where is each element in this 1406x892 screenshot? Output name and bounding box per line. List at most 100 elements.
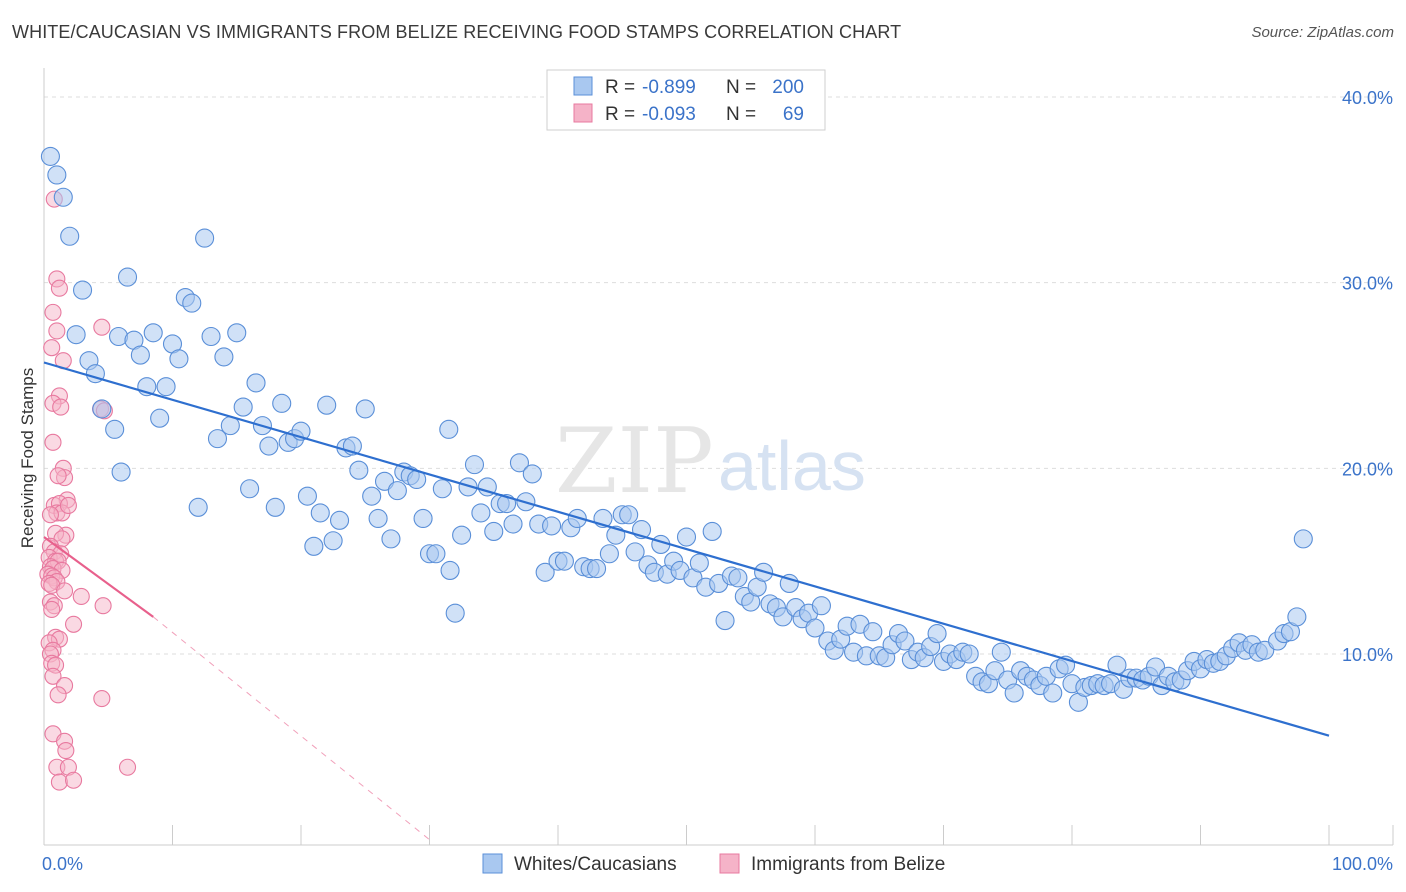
point-white-61 bbox=[432, 479, 452, 499]
point-white-148 bbox=[991, 642, 1011, 662]
point-white-73 bbox=[509, 453, 530, 473]
point-white-195 bbox=[440, 560, 460, 581]
point-white-156 bbox=[1043, 683, 1063, 703]
legend-swatch-pink bbox=[573, 103, 593, 123]
chart-source: Source: ZipAtlas.com bbox=[1251, 24, 1394, 41]
point-white-36 bbox=[272, 393, 292, 413]
point-white-80 bbox=[554, 551, 574, 571]
point-white-35 bbox=[265, 497, 285, 517]
point-white-10 bbox=[111, 462, 131, 482]
point-white-63 bbox=[445, 603, 465, 623]
point-white-26 bbox=[207, 429, 228, 449]
legend-n-label-pink: N = bbox=[726, 104, 756, 125]
point-belize-47 bbox=[43, 600, 61, 618]
point-belize-10 bbox=[93, 318, 111, 336]
point-white-42 bbox=[310, 503, 330, 523]
point-white-114 bbox=[773, 607, 793, 627]
point-belize-6 bbox=[43, 339, 61, 357]
point-white-72 bbox=[503, 514, 523, 534]
point-white-69 bbox=[484, 521, 504, 542]
point-white-45 bbox=[329, 510, 350, 530]
axes bbox=[43, 68, 1394, 846]
series-legend-swatch-blue bbox=[482, 853, 503, 874]
point-white-48 bbox=[349, 460, 369, 480]
series-legend-label-blue: Whites/Caucasians bbox=[514, 854, 677, 875]
point-white-9 bbox=[105, 419, 125, 439]
point-white-105 bbox=[715, 611, 735, 631]
point-belize-23 bbox=[41, 506, 59, 524]
point-white-22 bbox=[182, 293, 202, 313]
point-belize-62 bbox=[57, 741, 75, 760]
point-white-194 bbox=[1293, 529, 1313, 549]
point-white-14 bbox=[130, 345, 150, 365]
correlation-legend: R = -0.899 N = 200 R = -0.093 N = 69 bbox=[546, 69, 826, 131]
legend-box bbox=[546, 69, 826, 131]
point-belize-58 bbox=[49, 686, 67, 704]
point-belize-65 bbox=[118, 758, 137, 776]
trend-lines bbox=[43, 361, 1330, 841]
series-legend: Whites/Caucasians Immigrants from Belize bbox=[482, 853, 945, 875]
point-white-32 bbox=[246, 373, 266, 393]
point-white-143 bbox=[959, 644, 979, 664]
x-tick-label-min: 0.0% bbox=[42, 854, 83, 874]
point-belize-13 bbox=[44, 433, 62, 451]
point-belize-9 bbox=[52, 398, 70, 416]
point-belize-59 bbox=[93, 690, 111, 708]
point-white-5 bbox=[66, 325, 86, 345]
point-white-67 bbox=[471, 503, 491, 523]
point-white-3 bbox=[60, 226, 80, 246]
point-white-11 bbox=[117, 267, 138, 287]
point-white-43 bbox=[317, 395, 337, 415]
watermark-atlas: atlas bbox=[718, 427, 866, 505]
point-white-51 bbox=[368, 508, 388, 529]
point-white-65 bbox=[458, 477, 478, 497]
point-belize-16 bbox=[49, 467, 67, 485]
legend-n-value-blue: 200 bbox=[772, 77, 804, 98]
point-white-16 bbox=[143, 323, 163, 343]
point-belize-48 bbox=[65, 615, 83, 633]
series-immigrants-from-belize bbox=[39, 190, 137, 791]
point-belize-46 bbox=[94, 597, 112, 615]
y-tick-label-2: 30.0% bbox=[1342, 274, 1393, 294]
point-white-99 bbox=[676, 527, 697, 547]
point-white-85 bbox=[586, 559, 607, 579]
legend-r-label-blue: R = bbox=[605, 77, 635, 98]
point-white-66 bbox=[464, 455, 485, 475]
point-white-52 bbox=[374, 471, 395, 491]
y-tick-label-3: 40.0% bbox=[1342, 88, 1393, 108]
y-axis-title: Receiving Food Stamps bbox=[18, 368, 37, 548]
y-tick-label-1: 20.0% bbox=[1342, 459, 1393, 479]
grid bbox=[44, 96, 1393, 655]
point-belize-67 bbox=[65, 771, 83, 789]
point-belize-22 bbox=[59, 496, 77, 515]
point-white-150 bbox=[1004, 683, 1024, 703]
trend-line-whites bbox=[43, 361, 1330, 737]
point-white-103 bbox=[702, 521, 722, 542]
point-white-17 bbox=[150, 408, 170, 428]
point-white-0 bbox=[40, 146, 60, 166]
point-white-172 bbox=[1145, 657, 1166, 677]
point-white-77 bbox=[535, 562, 555, 582]
watermark: ZIP atlas bbox=[555, 409, 866, 514]
point-belize-3 bbox=[44, 303, 62, 321]
legend-r-value-blue: -0.899 bbox=[642, 77, 696, 98]
point-white-133 bbox=[895, 631, 915, 651]
point-belize-43 bbox=[72, 587, 90, 605]
point-white-53 bbox=[381, 529, 401, 549]
point-white-30 bbox=[233, 397, 253, 417]
point-white-41 bbox=[304, 536, 324, 556]
point-white-44 bbox=[323, 531, 343, 551]
point-white-119 bbox=[805, 618, 825, 638]
point-white-40 bbox=[297, 486, 317, 506]
point-white-60 bbox=[426, 544, 446, 564]
point-white-4 bbox=[73, 280, 93, 300]
point-white-64 bbox=[452, 525, 472, 545]
point-white-49 bbox=[355, 399, 375, 419]
point-belize-66 bbox=[50, 773, 68, 791]
point-white-75 bbox=[522, 464, 542, 484]
point-white-8 bbox=[92, 399, 112, 419]
point-white-90 bbox=[619, 505, 639, 525]
chart-title: WHITE/CAUCASIAN VS IMMIGRANTS FROM BELIZ… bbox=[12, 22, 902, 42]
point-white-25 bbox=[201, 326, 221, 347]
